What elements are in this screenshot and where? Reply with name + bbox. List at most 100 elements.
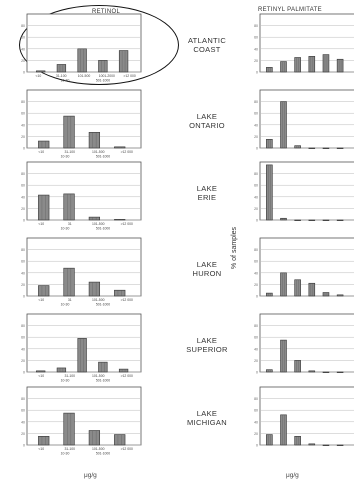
palmitate-lake-michigan-ytick: 80 bbox=[254, 397, 258, 401]
retinol-lake-ontario-xtick: <10 bbox=[38, 150, 44, 154]
palmitate-lake-superior-ytick: 0 bbox=[256, 371, 258, 375]
retinol-lake-ontario-bar bbox=[114, 146, 126, 149]
palmitate-lake-michigan-ytick: 60 bbox=[254, 409, 258, 413]
palmitate-lake-ontario-bar bbox=[266, 138, 273, 149]
palmitate-atlantic-coast-ytick: 0 bbox=[256, 71, 258, 75]
retinol-lake-erie-bar bbox=[114, 219, 126, 221]
retinol-atlantic-coast-bar bbox=[36, 70, 46, 73]
retinol-lake-superior-ytick: 40 bbox=[21, 347, 25, 351]
palmitate-lake-michigan-bar bbox=[280, 414, 287, 446]
palmitate-lake-ontario-ytick: 20 bbox=[254, 135, 258, 139]
retinol-atlantic-coast-xtick: 10-30 bbox=[61, 79, 70, 83]
retinol-atlantic-coast-xtick: >12 000 bbox=[123, 74, 135, 78]
palmitate-lake-superior-frame bbox=[259, 313, 354, 373]
retinol-lake-ontario-ytick: 20 bbox=[21, 135, 25, 139]
retinol-lake-ontario-bar bbox=[88, 132, 101, 149]
retinol-lake-huron-bar bbox=[88, 281, 101, 297]
palmitate-lake-michigan-bar bbox=[294, 435, 301, 446]
retinol-atlantic-coast-xtick: 1001-2000 bbox=[99, 74, 115, 78]
retinol-lake-erie-ytick: 80 bbox=[21, 172, 25, 176]
retinol-lake-michigan-bar bbox=[114, 434, 126, 446]
retinol-lake-michigan-xtick: <10 bbox=[38, 447, 44, 451]
palmitate-atlantic-coast-ytick: 80 bbox=[254, 24, 258, 28]
palmitate-lake-erie-bar bbox=[322, 219, 330, 221]
region-label-lake-ontario: LAKE ONTARIO bbox=[189, 112, 225, 130]
palmitate-lake-erie-ytick: 60 bbox=[254, 184, 258, 188]
retinol-lake-ontario-ytick: 60 bbox=[21, 112, 25, 116]
palmitate-lake-huron-frame bbox=[259, 237, 354, 297]
palmitate-lake-erie-chart: 0 20 40 60 80 bbox=[254, 161, 354, 223]
palmitate-lake-huron-ytick: 20 bbox=[254, 283, 258, 287]
palmitate-lake-huron-ytick: 80 bbox=[254, 248, 258, 252]
palmitate-lake-ontario-frame bbox=[259, 89, 354, 149]
retinol-lake-michigan-ytick: 40 bbox=[21, 420, 25, 424]
palmitate-lake-michigan-ytick: 20 bbox=[254, 432, 258, 436]
retinol-atlantic-coast-xtick: 501-1000 bbox=[96, 79, 110, 83]
palmitate-lake-erie-ytick: 80 bbox=[254, 172, 258, 176]
retinol-atlantic-coast-ytick: 60 bbox=[21, 36, 25, 40]
retinol-lake-erie-xtick: 501-1000 bbox=[96, 227, 110, 231]
palmitate-lake-ontario-ytick: 0 bbox=[256, 147, 258, 151]
retinol-lake-huron-xtick: 31 bbox=[68, 298, 72, 302]
palmitate-lake-huron-bar bbox=[322, 292, 330, 297]
retinol-lake-superior-chart: 0 20 40 60 80 <10 31-100 101-500 >12 000 10-30 501… bbox=[21, 313, 142, 383]
retinol-lake-huron-ytick: 80 bbox=[21, 248, 25, 252]
palmitate-atlantic-coast-bar bbox=[336, 58, 344, 73]
palmitate-lake-michigan-ytick: 40 bbox=[254, 420, 258, 424]
retinol-atlantic-coast-chart: 0 20 40 60 80 <10 31-100 101-500 1001-2000 >12 00… bbox=[21, 13, 142, 83]
retinol-lake-superior-xtick: 10-30 bbox=[61, 379, 70, 383]
retinol-x-unit: μg/g bbox=[84, 472, 97, 479]
palmitate-lake-michigan-bar bbox=[266, 434, 273, 446]
retinol-lake-ontario-xtick: 501-1000 bbox=[96, 155, 110, 159]
palmitate-lake-ontario-ytick: 80 bbox=[254, 100, 258, 104]
retinol-atlantic-coast-bar bbox=[77, 48, 87, 73]
retinol-lake-superior-xtick: >12 000 bbox=[121, 374, 133, 378]
palmitate-atlantic-coast-ytick: 40 bbox=[254, 47, 258, 51]
retinol-lake-huron-bar bbox=[114, 289, 126, 297]
palmitate-atlantic-coast-ytick: 60 bbox=[254, 36, 258, 40]
retinol-lake-erie-xtick: <10 bbox=[38, 222, 44, 226]
retinol-lake-huron-ytick: 40 bbox=[21, 271, 25, 275]
retinol-lake-superior-ytick: 60 bbox=[21, 336, 25, 340]
palmitate-lake-erie-bar bbox=[280, 217, 287, 221]
retinol-lake-huron-xtick: 501-1000 bbox=[96, 303, 110, 307]
retinol-lake-erie-xtick: 10-30 bbox=[61, 227, 70, 231]
retinol-lake-huron-xtick: <10 bbox=[38, 298, 44, 302]
retinol-lake-huron-ytick: 20 bbox=[21, 283, 25, 287]
region-label-atlantic-coast: ATLANTIC COAST bbox=[187, 36, 227, 54]
palmitate-lake-erie-ytick: 20 bbox=[254, 207, 258, 211]
palmitate-atlantic-coast-bar bbox=[322, 54, 330, 73]
retinol-lake-superior-bar bbox=[77, 338, 87, 373]
palmitate-lake-superior-ytick: 40 bbox=[254, 347, 258, 351]
retinol-lake-erie-bar bbox=[38, 194, 50, 221]
retinol-lake-erie-chart: 0 20 40 60 80 <10 31 101-500 >12 000 10-30 501-100… bbox=[21, 161, 142, 231]
region-label-lake-erie: LAKE ERIE bbox=[196, 184, 218, 202]
palmitate-lake-huron-ytick: 60 bbox=[254, 260, 258, 264]
palmitate-lake-huron-ytick: 0 bbox=[256, 295, 258, 299]
retinol-lake-superior-bar bbox=[36, 370, 46, 373]
region-label-lake-superior: LAKE SUPERIOR bbox=[186, 336, 228, 354]
retinol-lake-erie-ytick: 40 bbox=[21, 195, 25, 199]
palmitate-lake-superior-bar bbox=[336, 371, 344, 373]
retinol-atlantic-coast-ytick: 40 bbox=[21, 47, 25, 51]
palmitate-lake-ontario-bar bbox=[280, 101, 287, 149]
palmitate-lake-michigan-bar bbox=[322, 444, 330, 446]
retinol-lake-michigan-ytick: 0 bbox=[23, 444, 25, 448]
region-label-lake-huron: LAKE HURON bbox=[192, 260, 222, 278]
retinol-lake-superior-ytick: 80 bbox=[21, 324, 25, 328]
retinol-lake-superior-xtick: 31-100 bbox=[64, 374, 75, 378]
retinol-lake-ontario-bar bbox=[38, 140, 50, 149]
retinol-atlantic-coast-xtick: <10 bbox=[36, 74, 42, 78]
retinol-atlantic-coast-xtick: 101-500 bbox=[78, 74, 91, 78]
retinol-lake-michigan-xtick: 31-100 bbox=[64, 447, 75, 451]
retinol-lake-huron-ytick: 0 bbox=[23, 295, 25, 299]
retinol-lake-erie-xtick: 101-500 bbox=[92, 222, 105, 226]
palmitate-lake-huron-bar bbox=[308, 282, 316, 297]
retinol-lake-superior-ytick: 20 bbox=[21, 359, 25, 363]
palmitate-lake-michigan-frame bbox=[259, 386, 354, 446]
palmitate-lake-ontario-ytick: 60 bbox=[254, 112, 258, 116]
retinol-lake-michigan-chart: 0 20 40 60 80 <10 31-100 101-500 >12 000 10-30 501… bbox=[21, 386, 142, 456]
retinol-atlantic-coast-bar bbox=[118, 50, 129, 73]
retinol-lake-michigan-xtick: >12 000 bbox=[121, 447, 133, 451]
palmitate-lake-erie-bar bbox=[266, 164, 273, 221]
